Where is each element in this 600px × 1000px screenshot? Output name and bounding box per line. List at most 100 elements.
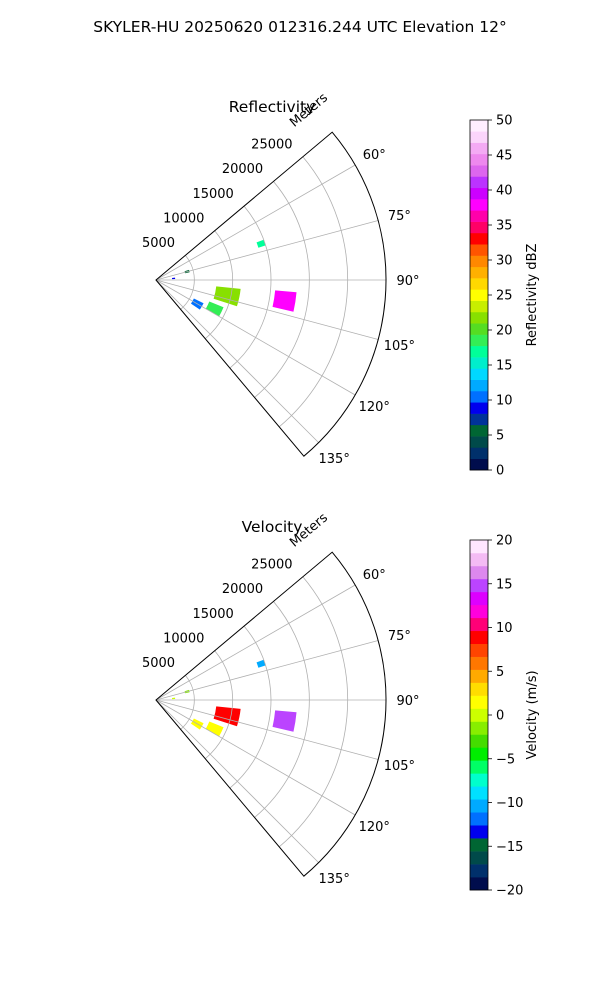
reflectivity-echo [171,277,176,280]
velocity-colorbar-swatch [470,643,488,657]
velocity-range-ring [278,576,349,848]
reflectivity-colorbar-tick-label: 40 [496,184,513,199]
reflectivity-azimuth-tick-label: 60° [363,148,386,163]
velocity-echo [256,659,266,668]
velocity-range-tick-label: 15000 [192,607,233,622]
velocity-colorbar-swatch [470,812,488,826]
reflectivity-colorbar-swatch [470,413,488,426]
reflectivity-colorbar-tick-label: 45 [496,149,513,164]
reflectivity-colorbar-swatch [470,300,488,313]
reflectivity-azimuth-gridline [155,279,356,396]
velocity-colorbar-swatch [470,760,488,774]
velocity-colorbar-tick-label: 10 [496,621,513,636]
velocity-sector-frame [155,551,387,877]
velocity-range-tick-label: 10000 [163,631,204,646]
reflectivity-colorbar-swatch [470,345,488,358]
reflectivity-range-tick-label: 20000 [222,162,263,177]
velocity-azimuth-gridline [155,699,379,760]
reflectivity-echo [213,286,241,307]
reflectivity-colorbar-swatch [470,334,488,347]
reflectivity-echo [205,301,224,317]
reflectivity-colorbar-swatch [470,311,488,324]
velocity-colorbar-swatch [470,669,488,683]
velocity-colorbar-swatch [470,617,488,632]
reflectivity-colorbar-swatch [470,436,488,448]
reflectivity-range-tick-label: 5000 [142,236,175,251]
reflectivity-colorbar-swatch [470,424,488,437]
reflectivity-azimuth-gridline [155,279,319,443]
velocity-colorbar-tick-label: −20 [496,884,523,899]
velocity-azimuth-gridline [155,699,356,816]
velocity-colorbar-swatch [470,656,488,670]
reflectivity-colorbar-swatch [470,221,488,234]
velocity-echo [213,706,241,727]
reflectivity-colorbar-swatch [470,266,488,279]
velocity-azimuth-tick-label: 90° [396,694,419,709]
reflectivity-echo [256,239,266,248]
velocity-colorbar-tick-label: −10 [496,796,523,811]
reflectivity-colorbar-tick-label: 25 [496,289,513,304]
reflectivity-range-ring [229,205,272,369]
velocity-echo [205,721,224,737]
velocity-colorbar-swatch [470,838,488,852]
velocity-colorbar-label: Velocity (m/s) [525,670,540,759]
velocity-polar-plot: 500010000150002000025000Meters60°75°90°1… [142,510,420,887]
reflectivity-colorbar-tick-label: 50 [496,114,513,129]
reflectivity-colorbar-tick-label: 35 [496,219,513,234]
velocity-colorbar-tick-label: 15 [496,577,513,592]
velocity-colorbar-swatch [470,695,488,709]
velocity-range-ring [254,601,310,818]
reflectivity-colorbar-tick-label: 10 [496,394,513,409]
reflectivity-colorbar-swatch [470,176,488,189]
reflectivity-colorbar-swatch [470,255,488,268]
velocity-colorbar-swatch [470,604,488,619]
reflectivity-azimuth-gridline [155,220,379,281]
reflectivity-colorbar-tick-label: 0 [496,464,504,479]
velocity-azimuth-tick-label: 120° [359,820,390,835]
reflectivity-colorbar-swatch [470,357,488,369]
velocity-colorbar-swatch [470,682,488,696]
reflectivity-colorbar-swatch [470,120,488,132]
velocity-azimuth-tick-label: 105° [384,759,415,774]
velocity-range-tick-label: 5000 [142,656,175,671]
velocity-colorbar-swatch [470,552,488,567]
reflectivity-colorbar-tick-label: 20 [496,324,513,339]
velocity-azimuth-tick-label: 75° [388,629,411,644]
velocity-colorbar-tick-label: −15 [496,840,523,855]
reflectivity-colorbar: 0 5 10 15 20 25 30 35 40 45 50 Reflectivity dBZ [469,114,540,479]
reflectivity-colorbar-swatch [470,210,488,222]
reflectivity-range-tick-label: 15000 [192,187,233,202]
reflectivity-colorbar-swatch [470,368,488,380]
velocity-azimuth-gridline [155,584,356,701]
reflectivity-azimuth-gridline [155,279,379,340]
velocity-title: Velocity [242,518,303,536]
velocity-colorbar-tick-label: −5 [496,752,515,767]
reflectivity-range-tick-label: 10000 [163,211,204,226]
reflectivity-colorbar-swatch [470,379,488,392]
reflectivity-title: Reflectivity [229,98,316,116]
reflectivity-colorbar-tick-label: 30 [496,254,513,269]
reflectivity-echo [272,290,297,312]
velocity-range-ring [229,625,272,789]
velocity-range-tick-label: 20000 [222,582,263,597]
velocity-colorbar-swatch [470,825,488,839]
reflectivity-colorbar-swatch [470,187,488,200]
velocity-colorbar-tick-label: 0 [496,709,504,724]
reflectivity-colorbar-swatch [470,278,488,290]
reflectivity-sector-frame [155,131,387,457]
velocity-colorbar-swatch [470,799,488,813]
reflectivity-colorbar-swatch [470,402,488,414]
reflectivity-colorbar-swatch [470,153,488,166]
reflectivity-colorbar-swatch [470,390,488,403]
velocity-colorbar-swatch [470,721,488,735]
velocity-colorbar-tick-label: 20 [496,534,513,549]
reflectivity-range-ring [254,181,310,398]
velocity-colorbar-swatch [470,734,488,748]
reflectivity-azimuth-tick-label: 90° [396,274,419,289]
velocity-azimuth-tick-label: 60° [363,568,386,583]
velocity-colorbar-swatch [470,786,488,800]
reflectivity-polar-plot: 500010000150002000025000Meters60°75°90°1… [142,90,420,467]
velocity-colorbar-tick-label: 5 [496,665,504,680]
reflectivity-colorbar-tick-label: 5 [496,429,504,444]
reflectivity-colorbar-swatch [470,131,488,143]
